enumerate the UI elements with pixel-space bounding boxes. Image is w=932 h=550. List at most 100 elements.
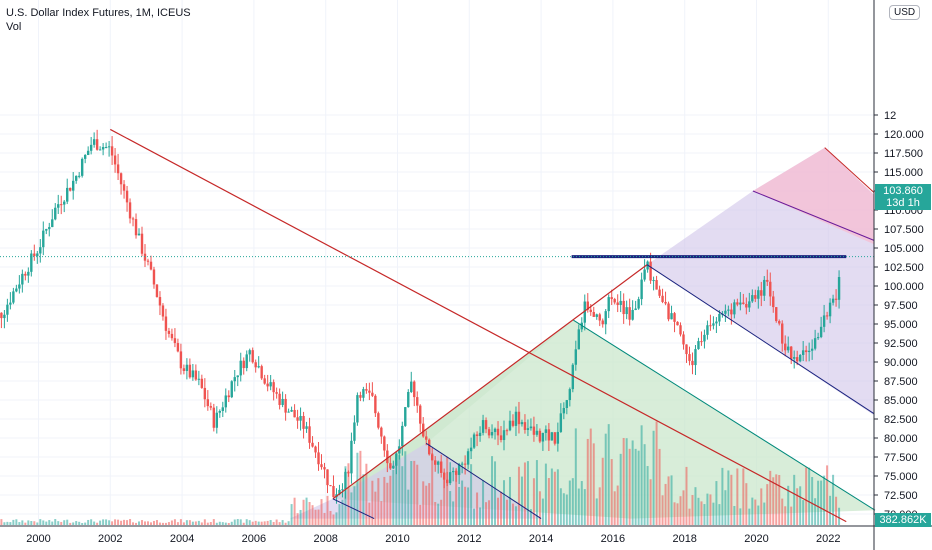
candle-body [718, 313, 721, 322]
volume-bar [452, 501, 455, 525]
volume-bar [48, 520, 51, 525]
candle-body [589, 309, 592, 312]
candle-body [496, 428, 500, 436]
candle-body [164, 316, 168, 331]
volume-bar [126, 520, 129, 525]
volume-bar [191, 521, 194, 525]
candle-body [245, 354, 248, 369]
volume-bar [212, 519, 215, 525]
volume-bar [320, 499, 323, 525]
candle-body [526, 428, 530, 430]
candle-body [562, 407, 566, 414]
drawing-lines[interactable] [0, 128, 876, 523]
candle-body [362, 389, 365, 398]
candle-body [221, 407, 224, 411]
candle-body [305, 426, 308, 429]
candle-body [51, 219, 54, 228]
price-tick-label: 105.000 [884, 243, 924, 255]
candle-body [697, 341, 700, 350]
candle-body [463, 463, 467, 465]
volume-bar [547, 478, 550, 525]
volume-bar [526, 461, 529, 525]
candle-body [643, 269, 646, 280]
candle-body [757, 290, 760, 299]
candle-body [831, 298, 835, 303]
candle-body [239, 360, 242, 376]
candle-body [332, 485, 335, 498]
price-tick-label: 72.500 [884, 490, 918, 502]
volume-bar [745, 483, 748, 525]
candle-body [15, 288, 18, 292]
volume-bar [114, 519, 117, 525]
volume-bar [419, 504, 422, 525]
candle-body [419, 405, 422, 424]
volume-bar [476, 492, 479, 525]
currency-button[interactable]: USD [889, 5, 921, 20]
volume-bar [757, 505, 760, 525]
volume-bar [108, 520, 111, 525]
volume-bar [700, 501, 703, 525]
volume-bar [60, 521, 63, 525]
volume-bar [485, 502, 488, 525]
volume-bar [640, 425, 643, 525]
candle-body [425, 436, 428, 440]
volume-bar [380, 501, 383, 525]
time-tick-label: 2006 [242, 533, 266, 545]
volume-bar [832, 474, 835, 525]
volume-bar [335, 512, 338, 525]
volume-bar [206, 522, 209, 525]
volume-bar [194, 521, 197, 525]
candle-body [619, 300, 622, 305]
candle-body [404, 407, 407, 426]
candle-body [795, 357, 799, 362]
volume-bar [820, 480, 823, 525]
time-tick-label: 2000 [26, 533, 50, 545]
volume-bar [27, 520, 30, 525]
volume-bar [392, 469, 395, 525]
candle-body [652, 280, 655, 282]
candle-body [275, 392, 278, 394]
candle-body [439, 461, 443, 473]
volume-bar [413, 460, 416, 525]
candle-body [595, 314, 598, 317]
candle-body [431, 454, 434, 461]
symbol-title[interactable]: U.S. Dollar Index Futures, 1M, ICEUS [6, 7, 191, 19]
candle-body [490, 432, 494, 436]
volume-legend[interactable]: Vol [6, 21, 22, 33]
time-tick-label: 2016 [601, 533, 625, 545]
price-tick-label: 102.500 [884, 262, 924, 274]
candle-body [407, 391, 410, 408]
volume-bar [299, 509, 302, 525]
candle-body [469, 447, 473, 452]
volume-bar [425, 485, 428, 525]
candle-body [113, 155, 117, 165]
volume-bar [281, 520, 284, 525]
candle-body [377, 413, 380, 428]
volume-bar [670, 475, 673, 525]
last-price-tag: 103.860 13d 1h [875, 184, 931, 210]
volume-bar [449, 491, 452, 525]
volume-bar [129, 519, 132, 525]
volume-bar [679, 496, 682, 525]
price-tick-label: 87.500 [884, 376, 918, 388]
volume-bar [538, 491, 541, 525]
volume-bar [6, 521, 9, 525]
candle-body [194, 370, 198, 380]
last-volume-tag: 382.862K [875, 513, 931, 527]
candle-body [200, 378, 204, 388]
volume-bar [389, 475, 392, 525]
time-tick-label: 2012 [457, 533, 481, 545]
price-tick-label: 85.000 [884, 395, 918, 407]
volume-bar [491, 456, 494, 525]
candle-body [281, 398, 284, 405]
candle-body [442, 472, 446, 480]
candle-body [676, 321, 679, 326]
candle-body [158, 297, 162, 306]
volume-bar [589, 428, 592, 525]
pitchfork-median-line [573, 319, 876, 511]
candle-body [119, 173, 123, 185]
candle-body [314, 446, 317, 453]
candle-body [18, 284, 21, 289]
